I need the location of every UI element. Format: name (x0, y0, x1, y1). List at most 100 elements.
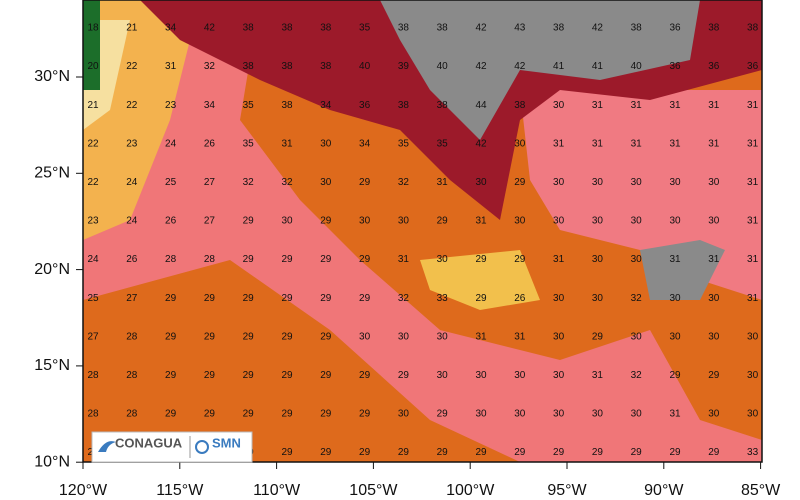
grid-value: 31 (592, 100, 604, 111)
lon-label: 105°W (349, 482, 398, 499)
grid-value: 31 (669, 100, 681, 111)
grid-value: 29 (514, 254, 526, 265)
grid-value: 31 (514, 331, 526, 342)
lon-label: 100°W (446, 482, 495, 499)
grid-value: 30 (437, 331, 449, 342)
grid-value: 35 (398, 138, 410, 149)
grid-value: 31 (747, 254, 759, 265)
grid-value: 40 (631, 61, 643, 72)
grid-value: 31 (669, 254, 681, 265)
grid-value: 30 (359, 216, 371, 227)
grid-value: 30 (320, 138, 332, 149)
map-shading (83, 0, 762, 462)
grid-value: 22 (126, 100, 138, 111)
grid-value: 29 (320, 370, 332, 381)
grid-value: 36 (359, 100, 371, 111)
grid-value: 30 (592, 177, 604, 188)
grid-value: 42 (592, 23, 604, 34)
grid-value: 30 (553, 331, 565, 342)
grid-value: 38 (514, 100, 526, 111)
grid-value: 38 (708, 23, 720, 34)
grid-value: 30 (475, 370, 487, 381)
grid-value: 29 (359, 254, 371, 265)
grid-value: 18 (87, 23, 99, 34)
grid-value: 38 (437, 100, 449, 111)
grid-value: 30 (514, 216, 526, 227)
grid-value: 34 (359, 138, 371, 149)
grid-value: 29 (243, 370, 255, 381)
grid-value: 29 (514, 447, 526, 458)
grid-value: 29 (437, 447, 449, 458)
grid-value: 29 (320, 409, 332, 420)
grid-value: 32 (243, 177, 255, 188)
grid-value: 28 (87, 370, 99, 381)
grid-value: 38 (281, 23, 293, 34)
grid-value: 30 (398, 331, 410, 342)
grid-value: 31 (631, 138, 643, 149)
grid-value: 43 (514, 23, 526, 34)
grid-value: 29 (320, 447, 332, 458)
grid-value: 30 (553, 409, 565, 420)
lat-label: 10°N (34, 453, 70, 470)
grid-value: 28 (204, 254, 216, 265)
lon-label: 115°W (156, 482, 204, 499)
grid-value: 34 (320, 100, 332, 111)
grid-value: 31 (553, 254, 565, 265)
grid-value: 29 (475, 293, 487, 304)
grid-value: 25 (87, 293, 99, 304)
grid-value: 29 (165, 331, 177, 342)
grid-value: 29 (281, 293, 293, 304)
grid-value: 30 (475, 177, 487, 188)
grid-value: 29 (204, 293, 216, 304)
grid-value: 30 (708, 177, 720, 188)
grid-value: 30 (669, 216, 681, 227)
grid-value: 31 (475, 331, 487, 342)
grid-value: 29 (592, 447, 604, 458)
map-frame (82, 0, 763, 463)
grid-value: 23 (165, 100, 177, 111)
grid-value: 30 (475, 409, 487, 420)
grid-value: 32 (631, 293, 643, 304)
lat-label: 30°N (34, 68, 70, 85)
grid-value: 29 (281, 447, 293, 458)
grid-value: 30 (747, 331, 759, 342)
grid-value: 30 (592, 216, 604, 227)
grid-value: 30 (669, 177, 681, 188)
grid-value: 30 (631, 254, 643, 265)
grid-value: 31 (708, 254, 720, 265)
grid-value: 29 (243, 254, 255, 265)
grid-value: 31 (592, 138, 604, 149)
logo-text: CONAGUA (115, 435, 183, 450)
grid-value: 29 (475, 447, 487, 458)
grid-value: 30 (553, 100, 565, 111)
grid-value: 29 (359, 293, 371, 304)
grid-value: 24 (126, 216, 138, 227)
grid-value: 36 (708, 61, 720, 72)
grid-value: 38 (747, 23, 759, 34)
grid-value: 31 (747, 216, 759, 227)
grid-value: 30 (514, 138, 526, 149)
grid-value: 31 (747, 177, 759, 188)
grid-value: 26 (514, 293, 526, 304)
grid-value: 38 (398, 23, 410, 34)
grid-value: 26 (126, 254, 138, 265)
grid-value: 30 (669, 293, 681, 304)
lon-label: 85°W (741, 482, 781, 499)
grid-value: 31 (708, 138, 720, 149)
grid-value: 29 (281, 331, 293, 342)
grid-value: 25 (165, 177, 177, 188)
grid-value: 26 (204, 138, 216, 149)
grid-value: 29 (281, 370, 293, 381)
grid-value: 30 (592, 254, 604, 265)
grid-value: 38 (631, 23, 643, 34)
grid-value: 34 (165, 23, 177, 34)
grid-value: 44 (475, 100, 487, 111)
grid-value: 29 (592, 331, 604, 342)
grid-value: 31 (747, 100, 759, 111)
grid-value: 29 (359, 370, 371, 381)
grid-value: 41 (592, 61, 604, 72)
grid-value: 26 (165, 216, 177, 227)
grid-value: 29 (708, 447, 720, 458)
grid-value: 29 (320, 216, 332, 227)
grid-value: 29 (243, 409, 255, 420)
